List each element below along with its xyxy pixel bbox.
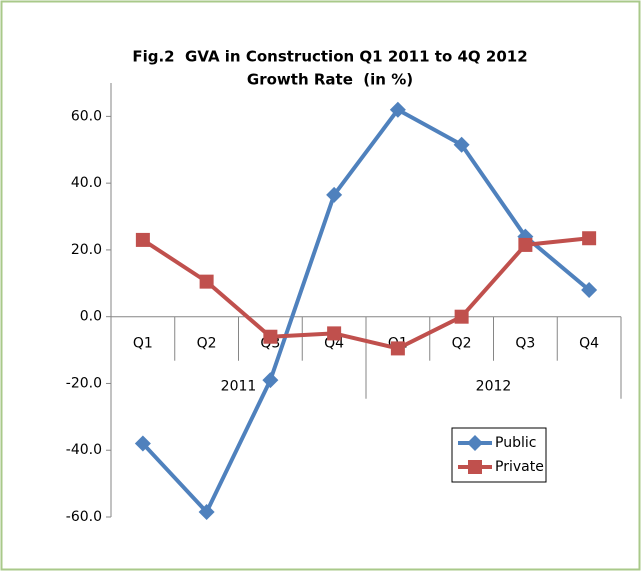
- series-line: [141, 236, 590, 351]
- y-tick-label: -60.0: [66, 509, 102, 525]
- marker: [518, 237, 533, 252]
- marker: [454, 309, 469, 324]
- marker: [262, 372, 279, 389]
- chart-title: Fig.2 GVA in Construction Q1 2011 to 4Q …: [132, 48, 527, 66]
- marker: [581, 281, 598, 298]
- y-tick-label: 60.0: [71, 108, 102, 124]
- y-tick-label: 40.0: [71, 175, 102, 191]
- y-tick-label: -40.0: [66, 442, 102, 458]
- legend-box: [451, 427, 547, 483]
- marker: [467, 435, 483, 451]
- chart-subtitle: Growth Rate (in %): [247, 71, 413, 89]
- marker: [468, 460, 482, 474]
- series-line: [141, 107, 591, 514]
- marker: [582, 231, 597, 246]
- marker: [390, 341, 405, 356]
- x-group-label: 2011: [221, 379, 257, 395]
- marker: [327, 326, 342, 341]
- marker: [453, 136, 470, 153]
- x-group-label: 2012: [476, 379, 512, 395]
- y-tick-label: 0.0: [80, 309, 102, 325]
- marker: [198, 503, 215, 520]
- marker: [389, 101, 406, 118]
- x-tick-label: Q2: [197, 336, 217, 352]
- x-tick-label: Q1: [133, 336, 153, 352]
- legend-label: Public: [495, 435, 536, 451]
- x-tick-label: Q4: [579, 336, 599, 352]
- x-tick-label: Q2: [452, 336, 472, 352]
- marker: [134, 435, 151, 452]
- y-tick-label: 20.0: [71, 242, 102, 258]
- marker: [326, 186, 343, 203]
- marker: [199, 274, 214, 289]
- x-tick-label: Q3: [515, 336, 535, 352]
- marker: [263, 329, 278, 344]
- legend-label: Private: [495, 459, 544, 475]
- y-tick-label: -20.0: [66, 375, 102, 391]
- marker: [135, 232, 150, 247]
